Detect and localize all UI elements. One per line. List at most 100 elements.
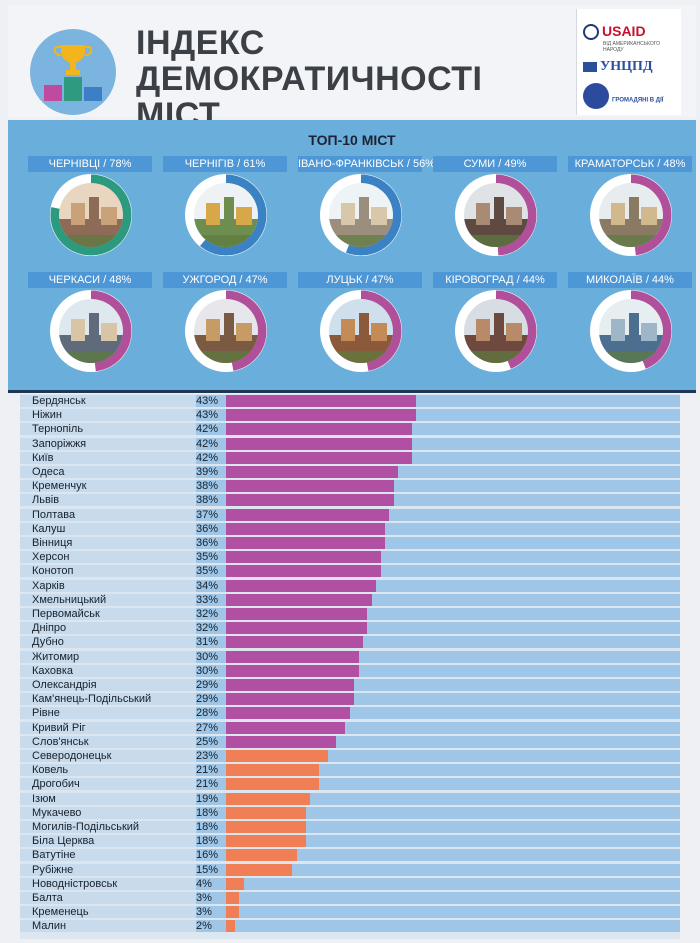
row-name-box	[20, 437, 196, 450]
row-name-box	[20, 679, 196, 691]
top10-city-label: ЧЕРНІВЦІ / 78%	[28, 156, 152, 172]
city-bar	[226, 721, 346, 734]
city-bar	[226, 707, 350, 720]
top10-title: ТОП-10 МІСТ	[308, 132, 396, 148]
city-bar	[226, 593, 372, 606]
city-name: Рівне	[32, 707, 60, 720]
city-bar	[226, 892, 240, 904]
row-name-box	[20, 650, 196, 663]
row-name-box	[20, 764, 196, 777]
city-photo	[599, 183, 663, 247]
city-bar	[226, 821, 306, 833]
city-percent: 35%	[196, 565, 219, 578]
city-bar	[226, 551, 381, 564]
row-name-box	[20, 508, 196, 521]
city-name: Дубно	[32, 636, 64, 649]
city-name: Вінниця	[32, 537, 73, 549]
donut-arc	[590, 290, 672, 372]
city-bar	[226, 764, 319, 777]
ranking-row: Балта 3%	[20, 891, 680, 905]
city-name: Львів	[32, 494, 60, 507]
city-name: Мукачево	[32, 806, 82, 819]
ranking-chart: Бердянськ 43% Ніжин 43% Тернопіль 42% Запоріжж…	[20, 394, 680, 939]
ranking-row: Ватутіне 16%	[20, 848, 680, 862]
city-bar	[226, 863, 293, 876]
row-name-box	[20, 835, 196, 848]
city-name: Первомайськ	[32, 608, 100, 620]
city-percent: 18%	[196, 806, 219, 819]
top10-city-donut	[590, 290, 672, 372]
city-name: Херсон	[32, 551, 70, 564]
city-percent: 33%	[196, 593, 219, 606]
ranking-row: Калуш 36%	[20, 522, 680, 536]
top10-city-donut	[185, 174, 267, 256]
city-name: Ніжин	[32, 409, 62, 422]
city-bar	[226, 693, 355, 706]
donut-arc	[455, 174, 537, 256]
gromadyani-mark-icon	[583, 83, 609, 109]
ranking-row: Кривий Ріг 27%	[20, 721, 680, 735]
ranking-row: Дніпро 32%	[20, 621, 680, 635]
city-percent: 4%	[196, 877, 212, 890]
ranking-row: Житомир 30%	[20, 650, 680, 664]
ranking-row: Запоріжжя 42%	[20, 437, 680, 451]
city-name: Хмельницький	[32, 593, 107, 606]
city-percent: 38%	[196, 494, 219, 507]
city-bar	[226, 778, 319, 791]
donut-arc	[320, 174, 402, 256]
ranking-row: Ковель 21%	[20, 763, 680, 777]
city-percent: 23%	[196, 750, 219, 762]
city-name: Дніпро	[32, 622, 67, 635]
city-bar	[226, 395, 416, 407]
city-percent: 42%	[196, 437, 219, 450]
row-name-box	[20, 664, 196, 677]
city-name: Кременець	[32, 906, 89, 919]
city-photo	[464, 183, 528, 247]
row-name-box	[20, 735, 196, 748]
ranking-row: Ніжин 43%	[20, 408, 680, 422]
city-name: Ізюм	[32, 792, 56, 805]
city-percent: 28%	[196, 707, 219, 720]
city-bar	[226, 423, 412, 436]
city-name: Каховка	[32, 664, 74, 677]
row-name-box	[20, 622, 196, 635]
ranking-rows: Бердянськ 43% Ніжин 43% Тернопіль 42% Запоріжж…	[20, 394, 680, 939]
top10-city-card: МИКОЛАЇВ / 44%	[568, 272, 692, 382]
ranking-row: Тернопіль 42%	[20, 422, 680, 436]
row-name-box	[20, 693, 196, 706]
ranking-row: Бердянськ 43%	[20, 394, 680, 408]
ranking-row: Каховка 30%	[20, 664, 680, 678]
row-name-box	[20, 863, 196, 876]
trophy-icon	[44, 45, 102, 101]
city-name: Новодністровськ	[32, 877, 118, 890]
city-name: Северодонецьк	[32, 750, 112, 762]
row-name-box	[20, 480, 196, 493]
city-bar	[226, 750, 328, 762]
city-percent: 18%	[196, 835, 219, 848]
row-name-box	[20, 608, 196, 620]
title-line-1: ІНДЕКС	[136, 24, 265, 62]
row-name-box	[20, 792, 196, 805]
city-name: Бердянськ	[32, 395, 86, 407]
ranking-row: Кременець 3%	[20, 905, 680, 919]
city-name: Кременчук	[32, 480, 87, 493]
city-photo	[464, 299, 528, 363]
city-percent: 30%	[196, 664, 219, 677]
city-percent: 21%	[196, 778, 219, 791]
ranking-row: Ізюм 19%	[20, 792, 680, 806]
row-name-box	[20, 565, 196, 578]
city-percent: 32%	[196, 608, 219, 620]
row-name-box	[20, 451, 196, 464]
page-title: ІНДЕКС ДЕМОКРАТИЧНОСТІ МІСТ	[136, 25, 566, 133]
city-bar	[226, 537, 386, 549]
row-name-box	[20, 494, 196, 507]
usaid-seal-icon	[583, 24, 599, 41]
city-bar	[226, 409, 416, 422]
ranking-row: Первомайськ 32%	[20, 607, 680, 621]
top10-city-card: ЧЕРНІВЦІ / 78%	[28, 156, 152, 266]
city-bar	[226, 877, 244, 890]
row-name-box	[20, 920, 196, 933]
city-percent: 19%	[196, 792, 219, 805]
ranking-row: Біла Церква 18%	[20, 834, 680, 848]
